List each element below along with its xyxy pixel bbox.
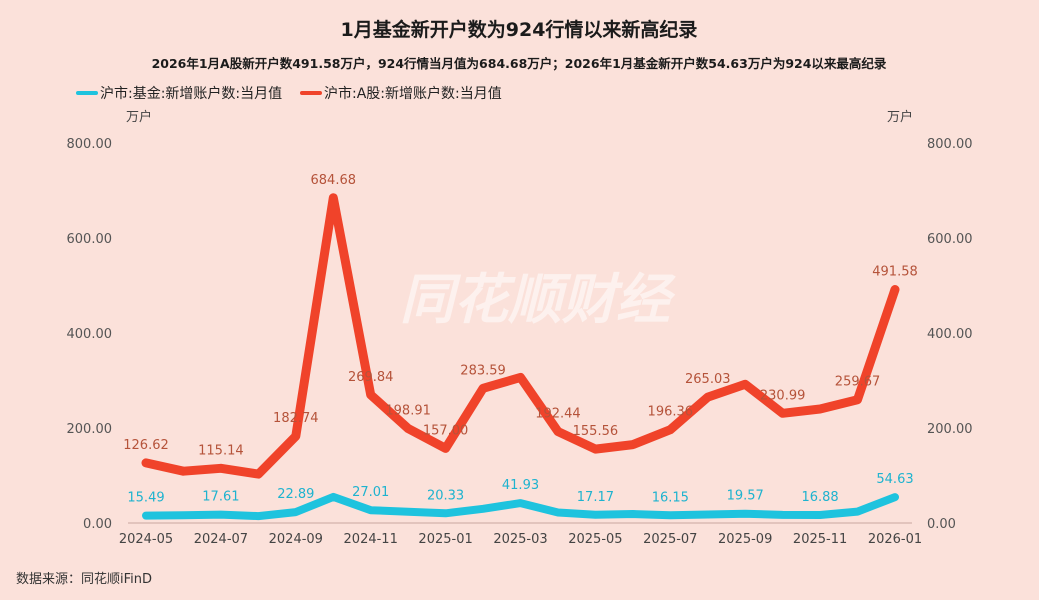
x-tick-label: 2024-09: [269, 532, 323, 547]
data-label-ashare: 491.58: [872, 264, 918, 279]
right-y-tick-label: 0.00: [927, 517, 956, 532]
x-tick-label: 2024-05: [119, 532, 173, 547]
data-label-fund: 22.89: [277, 487, 314, 502]
data-label-ashare: 259.67: [835, 375, 881, 390]
data-label-ashare: 230.99: [760, 388, 806, 403]
legend: 沪市:基金:新增账户数:当月值 沪市:A股:新增账户数:当月值: [76, 85, 502, 102]
data-label-fund: 27.01: [352, 485, 389, 500]
data-label-fund: 16.88: [801, 490, 838, 505]
x-tick-label: 2025-05: [568, 532, 622, 547]
right-y-tick-label: 600.00: [927, 232, 973, 247]
data-label-fund: 54.63: [876, 472, 913, 487]
data-label-ashare: 198.91: [385, 404, 431, 419]
data-label-ashare: 157.00: [423, 423, 469, 438]
x-tick-label: 2025-11: [793, 532, 847, 547]
source-note: 数据来源：同花顺iFinD: [16, 571, 152, 587]
data-labels-layer: 15.49 17.61 22.89 27.01 20.33 41.93 17.17 16.15…: [123, 173, 918, 506]
series-line-fund: [142, 492, 899, 521]
data-label-fund: 17.61: [202, 490, 239, 505]
axes: 800.00 800.00 600.00 600.00 400.00 400.00 200.…: [67, 137, 973, 547]
left-y-tick-label: 400.00: [67, 327, 113, 342]
left-y-tick-label: 0.00: [83, 517, 112, 532]
right-y-tick-label: 800.00: [927, 137, 973, 152]
data-label-ashare: 269.84: [348, 370, 394, 385]
legend-label-ashare: 沪市:A股:新增账户数:当月值: [324, 85, 502, 102]
left-y-tick-label: 800.00: [67, 137, 113, 152]
data-label-ashare: 283.59: [460, 363, 506, 378]
x-tick-label: 2024-11: [344, 532, 398, 547]
data-label-fund: 41.93: [502, 478, 539, 493]
right-axis-unit: 万户: [887, 109, 913, 125]
data-label-ashare: 155.56: [573, 424, 619, 439]
x-tick-label: 2025-07: [643, 532, 697, 547]
left-axis-unit: 万户: [126, 109, 152, 125]
watermark: 同花顺财经: [400, 268, 676, 331]
chart-subtitle: 2026年1月A股新开户数491.58万户，924行情当月值为684.68万户；…: [152, 56, 887, 71]
right-y-tick-label: 200.00: [927, 422, 973, 437]
chart-title: 1月基金新开户数为924行情以来新高纪录: [341, 18, 698, 41]
x-tick-label: 2026-01: [868, 532, 922, 547]
x-tick-label: 2025-03: [493, 532, 547, 547]
data-label-fund: 15.49: [127, 491, 164, 506]
data-label-ashare: 126.62: [123, 438, 169, 453]
data-label-ashare: 115.14: [198, 443, 244, 458]
left-y-tick-label: 200.00: [67, 422, 113, 437]
data-label-fund: 16.15: [652, 490, 689, 505]
x-tick-label: 2025-01: [418, 532, 472, 547]
data-label-ashare: 192.44: [535, 407, 581, 422]
series-line-ashare: [141, 193, 900, 479]
right-y-tick-label: 400.00: [927, 327, 973, 342]
left-y-tick-label: 600.00: [67, 232, 113, 247]
data-label-fund: 20.33: [427, 488, 464, 503]
data-label-ashare: 265.03: [685, 372, 731, 387]
data-label-ashare: 196.36: [648, 405, 694, 420]
data-label-ashare: 684.68: [311, 173, 357, 188]
legend-label-fund: 沪市:基金:新增账户数:当月值: [100, 85, 282, 102]
x-tick-label: 2025-09: [718, 532, 772, 547]
data-label-ashare: 182.74: [273, 411, 319, 426]
series-layer: [141, 193, 900, 521]
data-label-fund: 19.57: [727, 489, 764, 504]
x-tick-label: 2024-07: [194, 532, 248, 547]
data-label-fund: 17.17: [577, 490, 614, 505]
